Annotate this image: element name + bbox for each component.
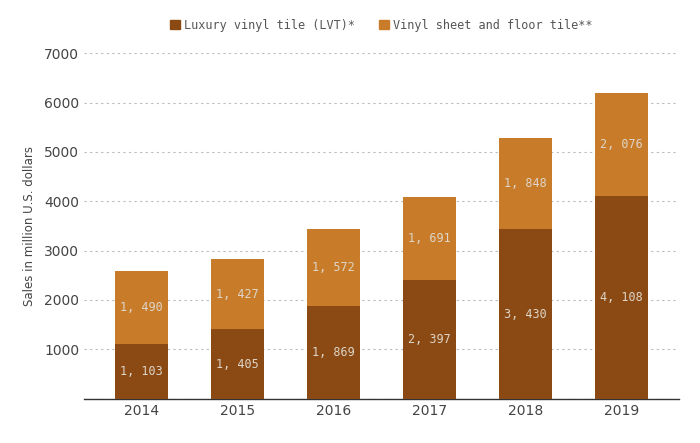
Text: 2, 397: 2, 397	[408, 333, 451, 346]
Text: 4, 108: 4, 108	[600, 291, 643, 304]
Text: 1, 869: 1, 869	[312, 346, 355, 359]
Bar	[307, 307, 360, 399]
Text: 1, 405: 1, 405	[216, 358, 259, 370]
Bar	[116, 344, 168, 399]
Legend: Luxury vinyl tile (LVT)*, Vinyl sheet and floor tile**: Luxury vinyl tile (LVT)*, Vinyl sheet an…	[166, 14, 597, 37]
Bar	[211, 329, 264, 399]
Bar	[403, 197, 456, 280]
Text: 1, 427: 1, 427	[216, 288, 259, 301]
Text: 3, 430: 3, 430	[504, 307, 547, 321]
Y-axis label: Sales in million U.S. dollars: Sales in million U.S. dollars	[22, 146, 36, 306]
Bar	[403, 280, 456, 399]
Bar	[595, 196, 648, 399]
Bar	[499, 138, 552, 229]
Text: 1, 691: 1, 691	[408, 232, 451, 245]
Bar	[499, 229, 552, 399]
Bar	[595, 93, 648, 196]
Bar	[307, 229, 360, 307]
Bar	[116, 271, 168, 344]
Text: 1, 490: 1, 490	[120, 301, 163, 314]
Text: 2, 076: 2, 076	[600, 138, 643, 151]
Text: 1, 848: 1, 848	[504, 177, 547, 190]
Text: 1, 572: 1, 572	[312, 261, 355, 274]
Text: 1, 103: 1, 103	[120, 365, 163, 378]
Bar	[211, 259, 264, 329]
